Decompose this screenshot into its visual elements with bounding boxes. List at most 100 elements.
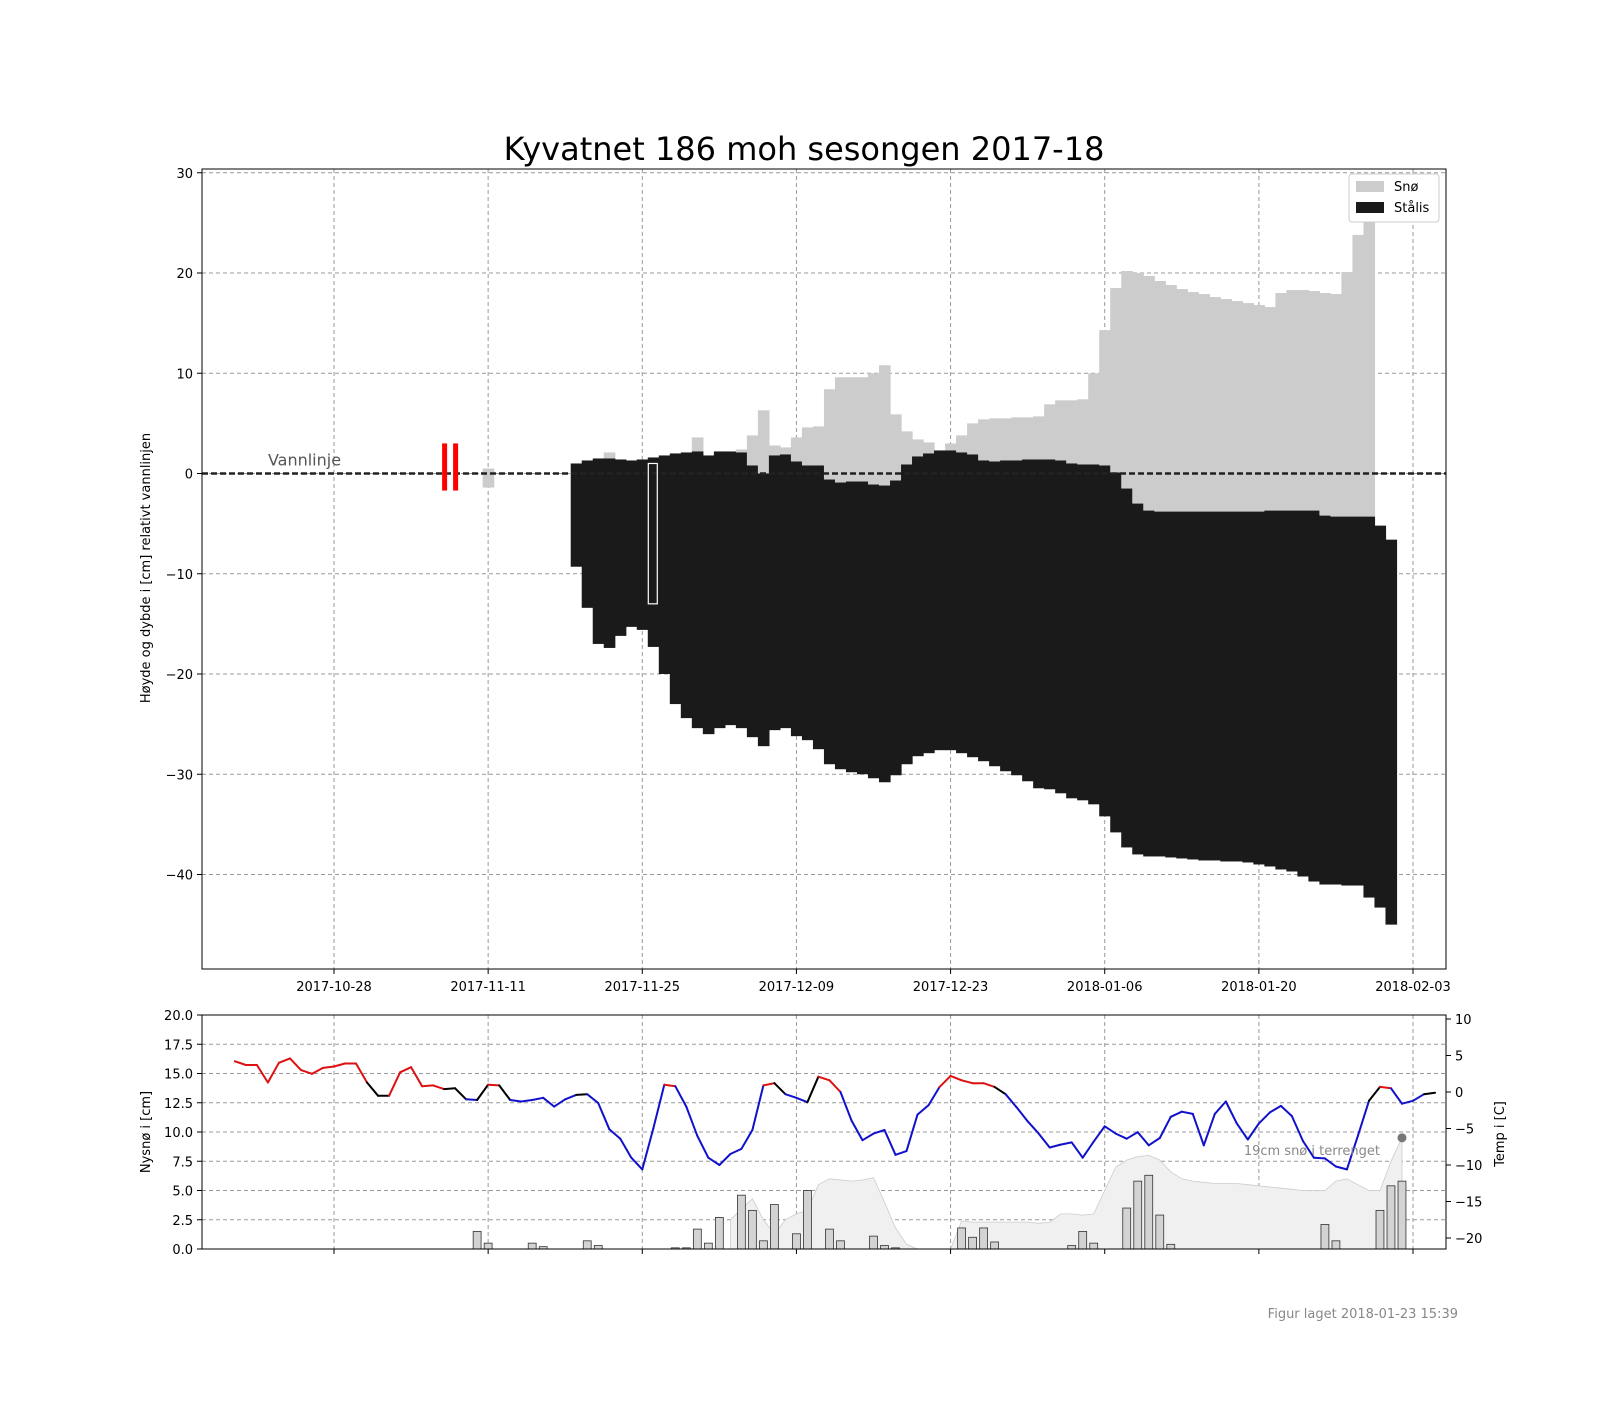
temperature-segment [751,1084,765,1131]
ice-bar [636,459,649,630]
top-x-tick-label: 2017-12-09 [759,980,835,995]
new-snow-bar [593,1245,603,1250]
new-snow-bar [582,1240,592,1250]
bottom-axes: 0.0 2.5 5.0 7.5 10.0 12.5 15.0 17.5 20.0 10 5 0 −5 −1… [164,1009,1482,1258]
snow-bar [956,435,968,453]
snow-bar [1000,418,1012,461]
bottom-y-tick-label: 0.0 [172,1243,193,1258]
bottom-y-tick-label: 15.0 [164,1068,193,1083]
bottom-y-tick-label: 12.5 [164,1097,193,1112]
snow-bar [735,449,748,453]
new-snow-bar [1078,1231,1088,1250]
temperature-segment [1070,1141,1084,1159]
snow-bar [1242,303,1254,512]
temperature-segment [795,1096,809,1104]
temperature-segment [1290,1115,1304,1142]
new-snow-bar [792,1233,801,1250]
snow-bar [1231,301,1243,512]
temperature-segment [1026,1120,1040,1135]
new-snow-bar [1089,1242,1099,1250]
new-snow-bar [748,1209,757,1250]
temperature-segment [454,1087,468,1101]
temperature-segment [1301,1139,1315,1159]
temperature-segment [685,1105,699,1137]
ice-bar [625,460,638,627]
snow-bar [1165,285,1177,512]
ice-bar [1154,511,1166,857]
temperature-segment [443,1087,457,1091]
temperature-segment [399,1066,413,1074]
temperature-segment [1224,1100,1238,1125]
temperature-segment [355,1062,368,1084]
temperature-segment [993,1085,1007,1096]
ground-snow-area [729,1133,1407,1250]
temperature-segment [784,1093,798,1099]
temperature-segment [960,1079,974,1085]
ice-bar [978,460,990,762]
snow-bar [1121,270,1133,489]
ice-bar [669,453,682,705]
ice-bar [1011,460,1023,776]
snow-bar [1143,276,1155,511]
ice-bar [945,450,957,751]
new-snow-bar [759,1240,768,1250]
temperature-segment [1213,1100,1227,1115]
temperature-line [233,1057,1436,1171]
top-x-tick-label: 2018-01-20 [1221,980,1297,995]
top-x-tick-label: 2017-11-25 [605,980,681,995]
snow-bar [923,442,935,454]
snow-bar [1286,290,1298,511]
temperature-segment [586,1093,600,1104]
temperature-segment [432,1084,446,1091]
snow-bar [768,445,781,456]
ice-bar [1297,510,1310,877]
snow-bar [691,437,704,452]
ice-bar [735,452,748,729]
temperature-segment [1004,1093,1018,1109]
ice-bar [1363,516,1376,898]
ice-bar [923,453,935,754]
bottom-y2-tick-label: 5 [1455,1050,1463,1065]
new-snow-bar [472,1231,482,1250]
snow-bar [1176,289,1188,512]
ice-bar [1319,515,1332,885]
snow-bar [1187,292,1199,512]
new-snow-bar [1386,1185,1396,1250]
footer-timestamp: Figur laget 2018-01-23 15:39 [1268,1307,1458,1322]
new-snow-bar [1067,1245,1077,1250]
top-x-tick-label: 2017-10-28 [296,980,372,995]
temperature-segment [1125,1131,1139,1140]
ground-snow-area-path [729,1137,1403,1250]
snow-bar [1308,291,1321,511]
measurement-bar [647,462,658,605]
temperature-segment [597,1102,611,1131]
snow-bar [1297,290,1310,511]
temperature-segment [1169,1110,1183,1118]
temperature-segment [255,1064,269,1084]
ice-bar [1143,510,1155,857]
ice-bar [757,473,770,747]
bottom-y2-tick-label: −15 [1455,1196,1482,1211]
new-snow-bar [1155,1214,1165,1250]
temperature-segment [564,1093,578,1101]
new-snow-bars [472,1174,1407,1250]
new-snow-bar [990,1241,999,1250]
ice-bar [934,450,946,751]
top-x-tick-label: 2017-12-23 [913,980,989,995]
temperature-segment [1279,1104,1293,1118]
ice-bar [1374,525,1387,908]
snow-bar [1352,234,1365,517]
top-y-tick-label: 10 [176,367,193,382]
snow-bar [1154,281,1166,512]
ice-bar [879,485,891,783]
new-snow-bar [1144,1174,1154,1250]
ice-bar [779,454,792,729]
bottom-y2-tick-label: 0 [1455,1086,1463,1101]
new-snow-bar [803,1190,812,1250]
ground-snow-endpoint [1397,1133,1407,1143]
temperature-segment [1136,1131,1150,1147]
ice-bar [713,451,726,729]
snow-bar [1022,417,1034,460]
top-bars [482,202,1398,925]
snow-bar [901,431,913,465]
